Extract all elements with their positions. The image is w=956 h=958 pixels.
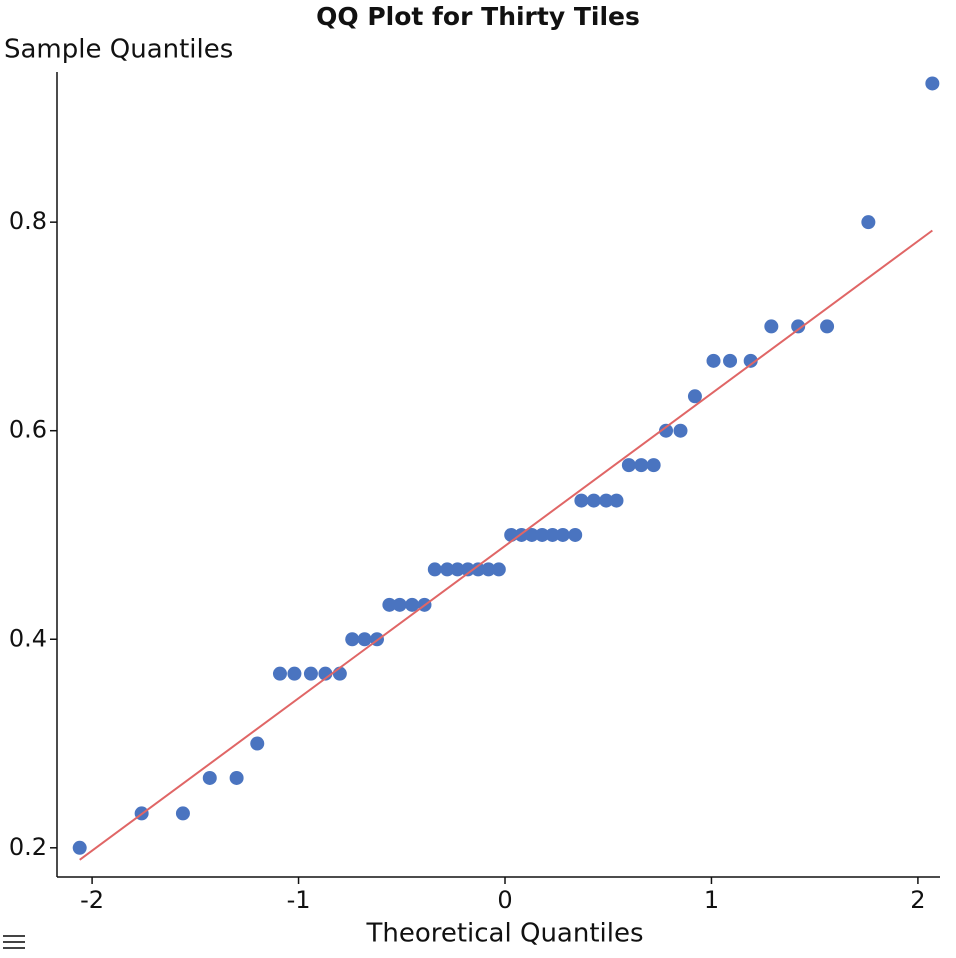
point bbox=[820, 319, 835, 334]
point bbox=[427, 562, 442, 577]
point bbox=[586, 493, 601, 508]
point bbox=[481, 562, 496, 577]
point bbox=[471, 562, 486, 577]
point bbox=[450, 562, 465, 577]
y-axis-label: Sample Quantiles bbox=[4, 35, 233, 65]
point bbox=[491, 562, 506, 577]
point bbox=[555, 527, 570, 542]
point bbox=[764, 319, 779, 334]
point bbox=[175, 806, 190, 821]
x-tick-label: 2 bbox=[910, 886, 925, 914]
point bbox=[599, 493, 614, 508]
point bbox=[357, 632, 372, 647]
point bbox=[743, 353, 758, 368]
point bbox=[535, 527, 550, 542]
point bbox=[861, 215, 876, 230]
x-tick-label: -2 bbox=[80, 886, 104, 914]
y-tick-label: 0.4 bbox=[9, 624, 47, 652]
point bbox=[202, 770, 217, 785]
point bbox=[568, 527, 583, 542]
point bbox=[659, 423, 674, 438]
point bbox=[706, 353, 721, 368]
point bbox=[723, 353, 738, 368]
point bbox=[72, 840, 87, 855]
x-tick-label: 1 bbox=[704, 886, 719, 914]
point bbox=[524, 527, 539, 542]
fit-line bbox=[79, 229, 933, 861]
x-axis-label: Theoretical Quantiles bbox=[365, 919, 643, 949]
point bbox=[303, 666, 318, 681]
point bbox=[460, 562, 475, 577]
point bbox=[634, 458, 649, 473]
point bbox=[382, 597, 397, 612]
point bbox=[925, 76, 940, 91]
point bbox=[609, 493, 624, 508]
menu-icon[interactable] bbox=[3, 935, 25, 949]
point bbox=[272, 666, 287, 681]
x-tick-label: -1 bbox=[287, 886, 311, 914]
chart-title: QQ Plot for Thirty Tiles bbox=[316, 2, 640, 31]
x-tick-label: 0 bbox=[497, 886, 512, 914]
point bbox=[673, 423, 688, 438]
y-tick-label: 0.8 bbox=[9, 207, 47, 235]
point bbox=[545, 527, 560, 542]
point bbox=[345, 632, 360, 647]
point bbox=[250, 736, 265, 751]
y-tick-label: 0.2 bbox=[9, 833, 47, 861]
point bbox=[646, 458, 661, 473]
point bbox=[621, 458, 636, 473]
point bbox=[405, 597, 420, 612]
point bbox=[287, 666, 302, 681]
point bbox=[687, 389, 702, 404]
point bbox=[440, 562, 455, 577]
point bbox=[574, 493, 589, 508]
point bbox=[318, 666, 333, 681]
point bbox=[229, 770, 244, 785]
y-tick-label: 0.6 bbox=[9, 416, 47, 444]
point bbox=[392, 597, 407, 612]
point bbox=[791, 319, 806, 334]
